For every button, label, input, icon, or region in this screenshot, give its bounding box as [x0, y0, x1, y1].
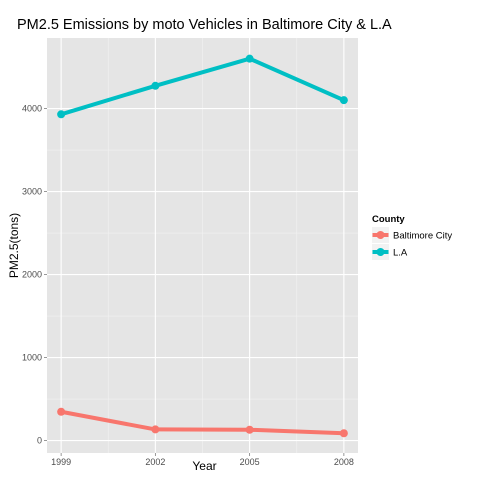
series-line [60, 409, 344, 436]
x-axis-title: Year [192, 459, 216, 473]
y-tick-label: 1000 [22, 353, 42, 363]
data-point [57, 110, 66, 119]
data-point [245, 54, 254, 63]
data-point [339, 429, 348, 438]
legend-label: Baltimore City [393, 231, 452, 242]
legend: County Baltimore City L.A [372, 214, 452, 260]
legend-key-point [376, 248, 385, 256]
data-point [151, 425, 160, 434]
data-point [339, 96, 348, 105]
y-tick-label: 3000 [22, 187, 42, 197]
y-tick-label: 0 [37, 436, 42, 446]
data-point [57, 407, 66, 416]
series-0 [57, 407, 348, 438]
x-tick-label: 2008 [334, 457, 354, 467]
x-tick-label: 1999 [51, 457, 71, 467]
legend-title: County [372, 214, 405, 225]
series-line [60, 56, 345, 117]
legend-label: L.A [393, 248, 408, 259]
chart-title: PM2.5 Emissions by moto Vehicles in Balt… [17, 17, 392, 33]
y-axis: 0 1000 2000 3000 4000 [22, 104, 47, 446]
y-tick-label: 2000 [22, 270, 42, 280]
x-axis: 1999 2002 2005 2008 [51, 453, 354, 467]
y-axis-title: PM2.5(tons) [7, 213, 21, 278]
y-tick-label: 4000 [22, 104, 42, 114]
x-tick-label: 2002 [145, 457, 165, 467]
series-layer [57, 54, 348, 438]
legend-key-point [376, 231, 385, 239]
data-point [245, 425, 254, 434]
x-tick-label: 2005 [240, 457, 260, 467]
data-point [151, 81, 160, 90]
major-gridlines [47, 38, 358, 453]
series-1 [57, 54, 348, 119]
minor-gridlines [47, 38, 358, 453]
